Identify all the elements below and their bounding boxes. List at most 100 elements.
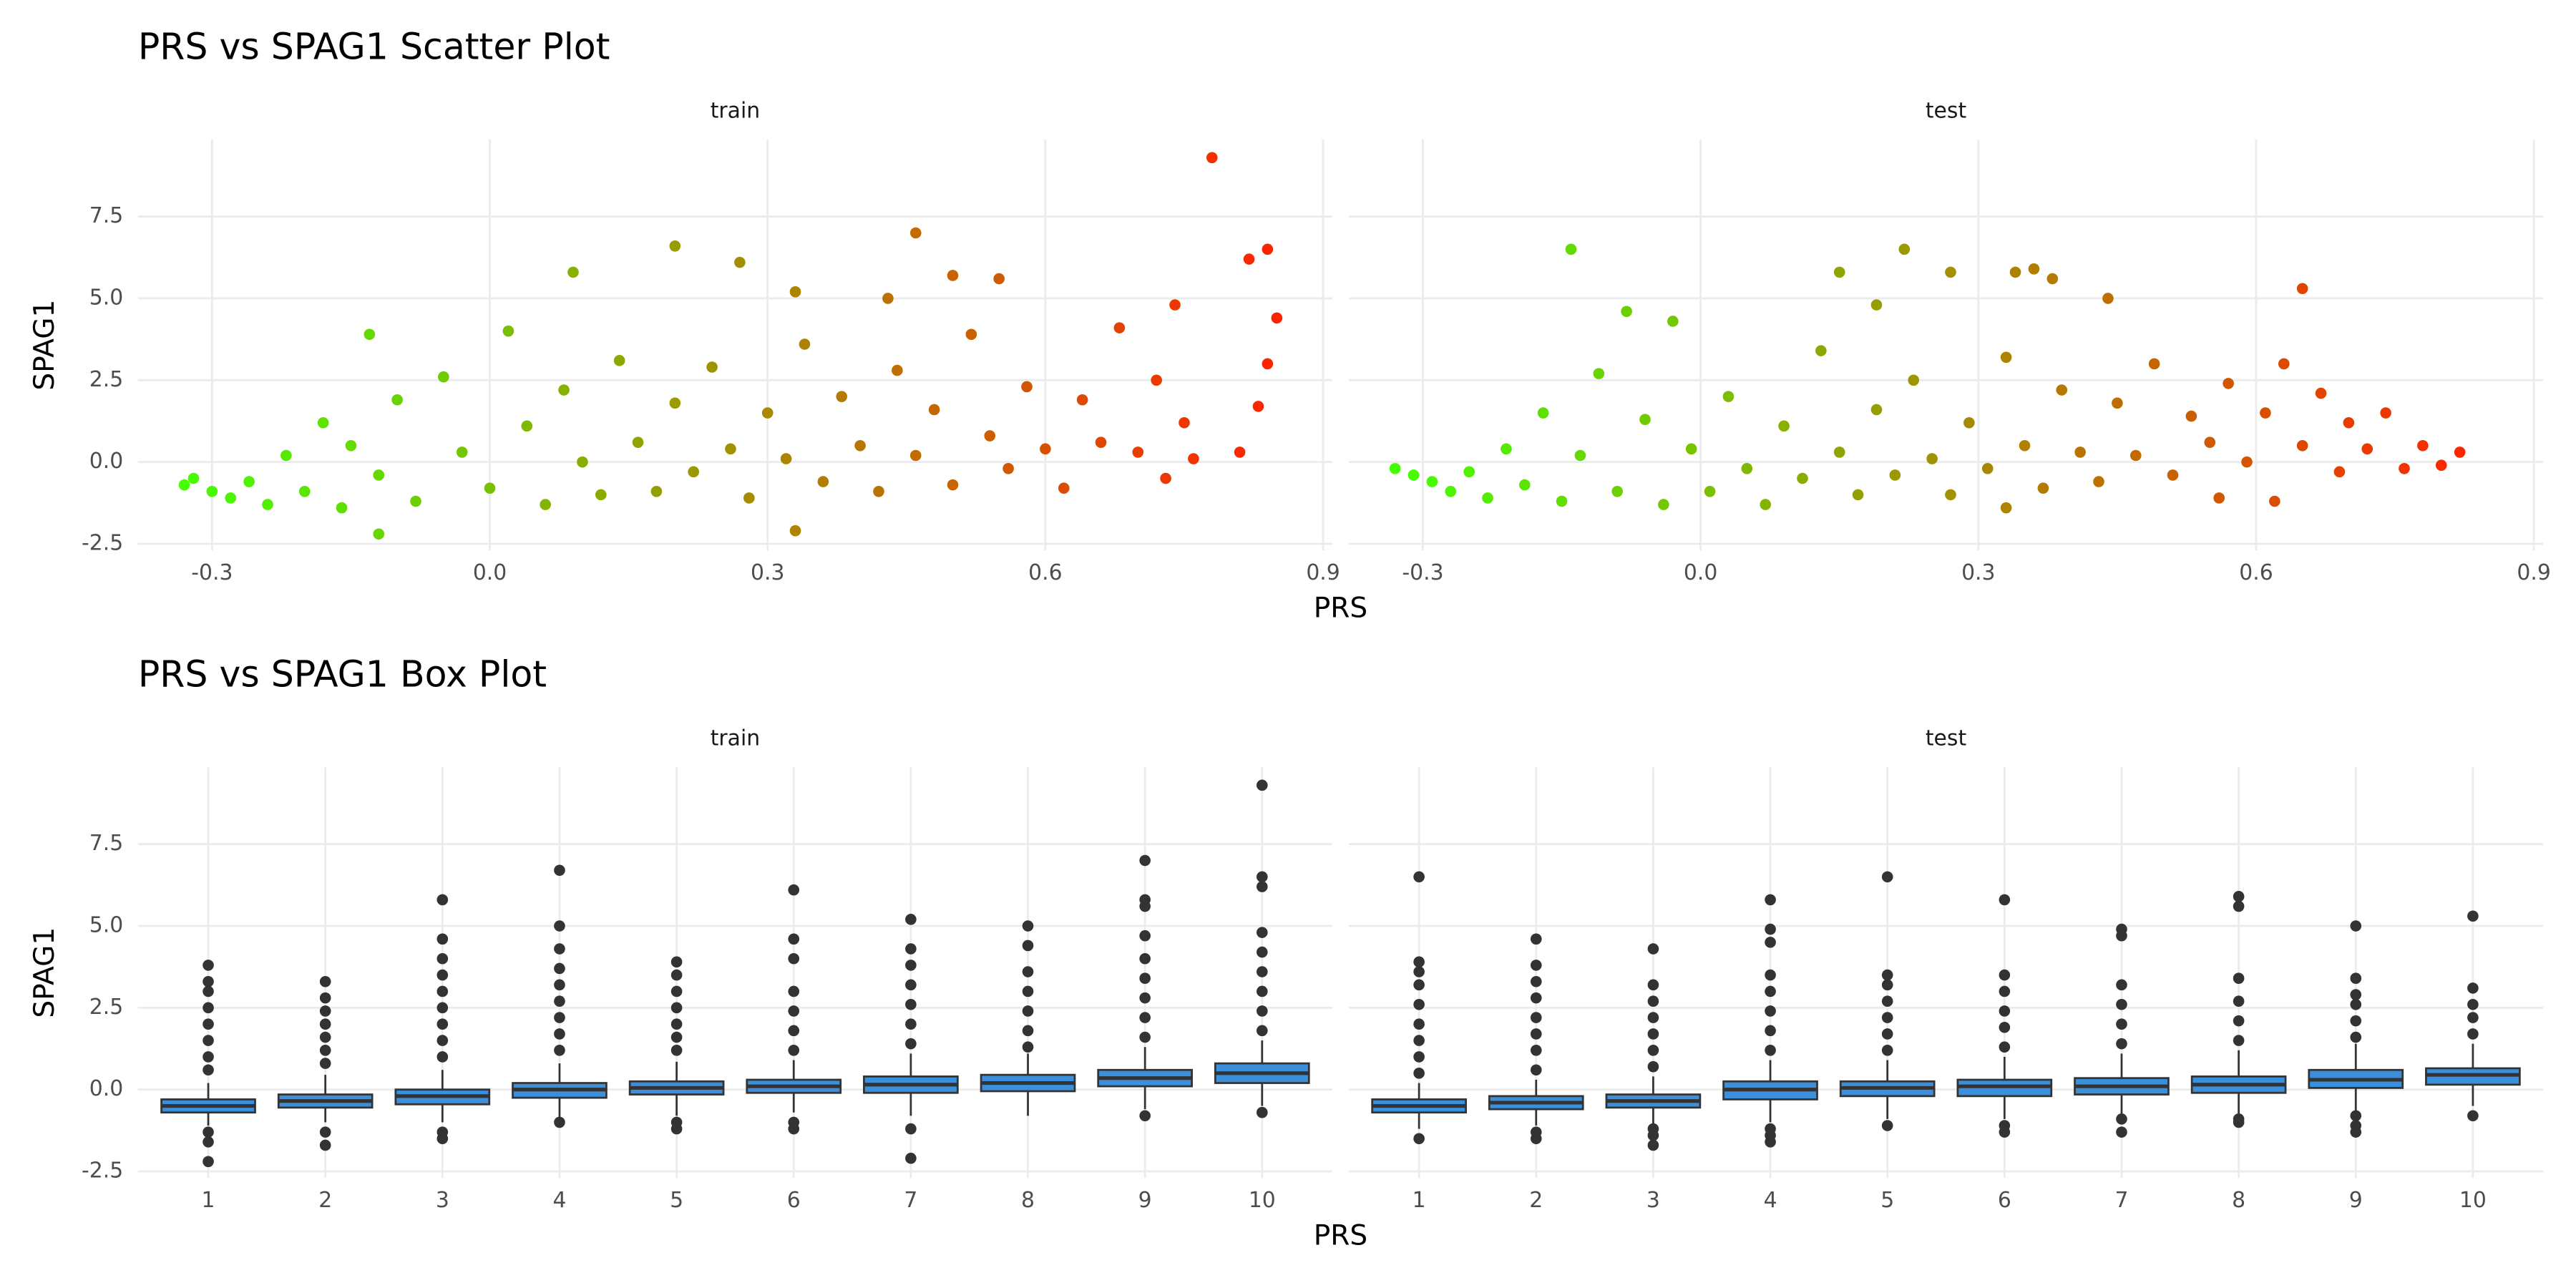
point [1741, 462, 1753, 474]
outlier [1881, 871, 1893, 883]
x-tick-label: 2 [1529, 1188, 1543, 1213]
outlier [2233, 995, 2245, 1008]
outlier [1139, 894, 1151, 906]
outlier [203, 1002, 214, 1014]
outlier [2467, 982, 2479, 994]
outlier [1413, 1035, 1425, 1046]
point [391, 394, 403, 406]
point [1463, 466, 1475, 478]
outlier [554, 864, 565, 877]
outlier [1022, 985, 1034, 997]
point [2185, 410, 2197, 422]
outlier [203, 1064, 214, 1076]
point [2296, 439, 2308, 452]
outlier [2233, 900, 2245, 912]
x-tick-label: 10 [1249, 1188, 1276, 1213]
point [1021, 381, 1033, 393]
point [317, 416, 329, 429]
point [2046, 273, 2059, 285]
outlier [1413, 1018, 1425, 1030]
outlier [905, 960, 917, 971]
x-tick-label: -0.3 [191, 560, 233, 585]
point [1407, 469, 1420, 481]
outlier [1256, 927, 1268, 938]
outlier [905, 1038, 917, 1050]
outlier [1999, 894, 2011, 906]
point [2167, 469, 2179, 481]
y-tick-label: 0.0 [89, 1076, 123, 1101]
outlier [554, 1044, 565, 1056]
point [854, 439, 866, 452]
outlier [1647, 943, 1659, 955]
point [1252, 401, 1264, 412]
point [1113, 322, 1126, 333]
point [2417, 439, 2429, 452]
x-axis-title: PRS [1314, 592, 1367, 624]
outlier [1999, 1021, 2011, 1033]
outlier [1647, 1028, 1659, 1040]
chart-title: PRS vs SPAG1 Scatter Plot [138, 25, 610, 67]
x-tick-label: 0.0 [473, 560, 507, 585]
y-axis-title: SPAG1 [29, 300, 61, 391]
outlier [1139, 930, 1151, 942]
outlier [1530, 960, 1542, 971]
outlier [2233, 1116, 2245, 1128]
y-tick-label: 7.5 [89, 203, 123, 228]
point [984, 430, 996, 441]
outlier [788, 933, 800, 945]
outlier [203, 960, 214, 971]
point [1243, 253, 1255, 265]
x-tick-label: 9 [1138, 1188, 1152, 1213]
y-tick-label: -2.5 [82, 530, 123, 555]
outlier [670, 1031, 683, 1043]
point [1262, 243, 1274, 255]
point [725, 443, 736, 455]
outlier [554, 962, 565, 975]
point [2093, 476, 2104, 487]
point [1898, 243, 1911, 255]
outlier [670, 1123, 683, 1135]
outlier [1530, 1064, 1542, 1076]
point [873, 486, 884, 497]
outlier [436, 1035, 449, 1046]
outlier [1530, 992, 1542, 1004]
x-tick-label: 7 [2114, 1188, 2128, 1213]
outlier [1139, 1012, 1151, 1023]
point [1426, 476, 1438, 487]
point [761, 407, 774, 419]
point [1963, 416, 1975, 429]
strip-label: train [711, 99, 760, 124]
outlier [1022, 920, 1034, 932]
point [558, 384, 570, 396]
outlier [1022, 1025, 1034, 1037]
point [650, 486, 663, 497]
outlier [1647, 1060, 1659, 1073]
x-tick-label: 6 [1998, 1188, 2011, 1213]
outlier [203, 1018, 214, 1030]
point [1058, 482, 1070, 494]
outlier [788, 884, 800, 896]
point [2213, 492, 2225, 504]
point [1639, 414, 1651, 425]
point [1574, 449, 1586, 462]
point [780, 453, 792, 464]
point [909, 227, 922, 239]
outlier [2467, 1110, 2479, 1122]
outlier [1256, 871, 1268, 883]
outlier [436, 1051, 449, 1063]
strip-label: test [1926, 726, 1966, 751]
point [2296, 283, 2308, 295]
point [2399, 462, 2410, 474]
point [1151, 374, 1162, 386]
outlier [1256, 1106, 1268, 1118]
point [456, 447, 468, 458]
outlier [1881, 1028, 1893, 1040]
point [2260, 407, 2271, 419]
outlier [1413, 1051, 1425, 1063]
outlier [1647, 1044, 1659, 1056]
outlier [1765, 894, 1776, 906]
point [613, 355, 625, 366]
outlier [436, 969, 449, 981]
point [1833, 266, 1845, 278]
